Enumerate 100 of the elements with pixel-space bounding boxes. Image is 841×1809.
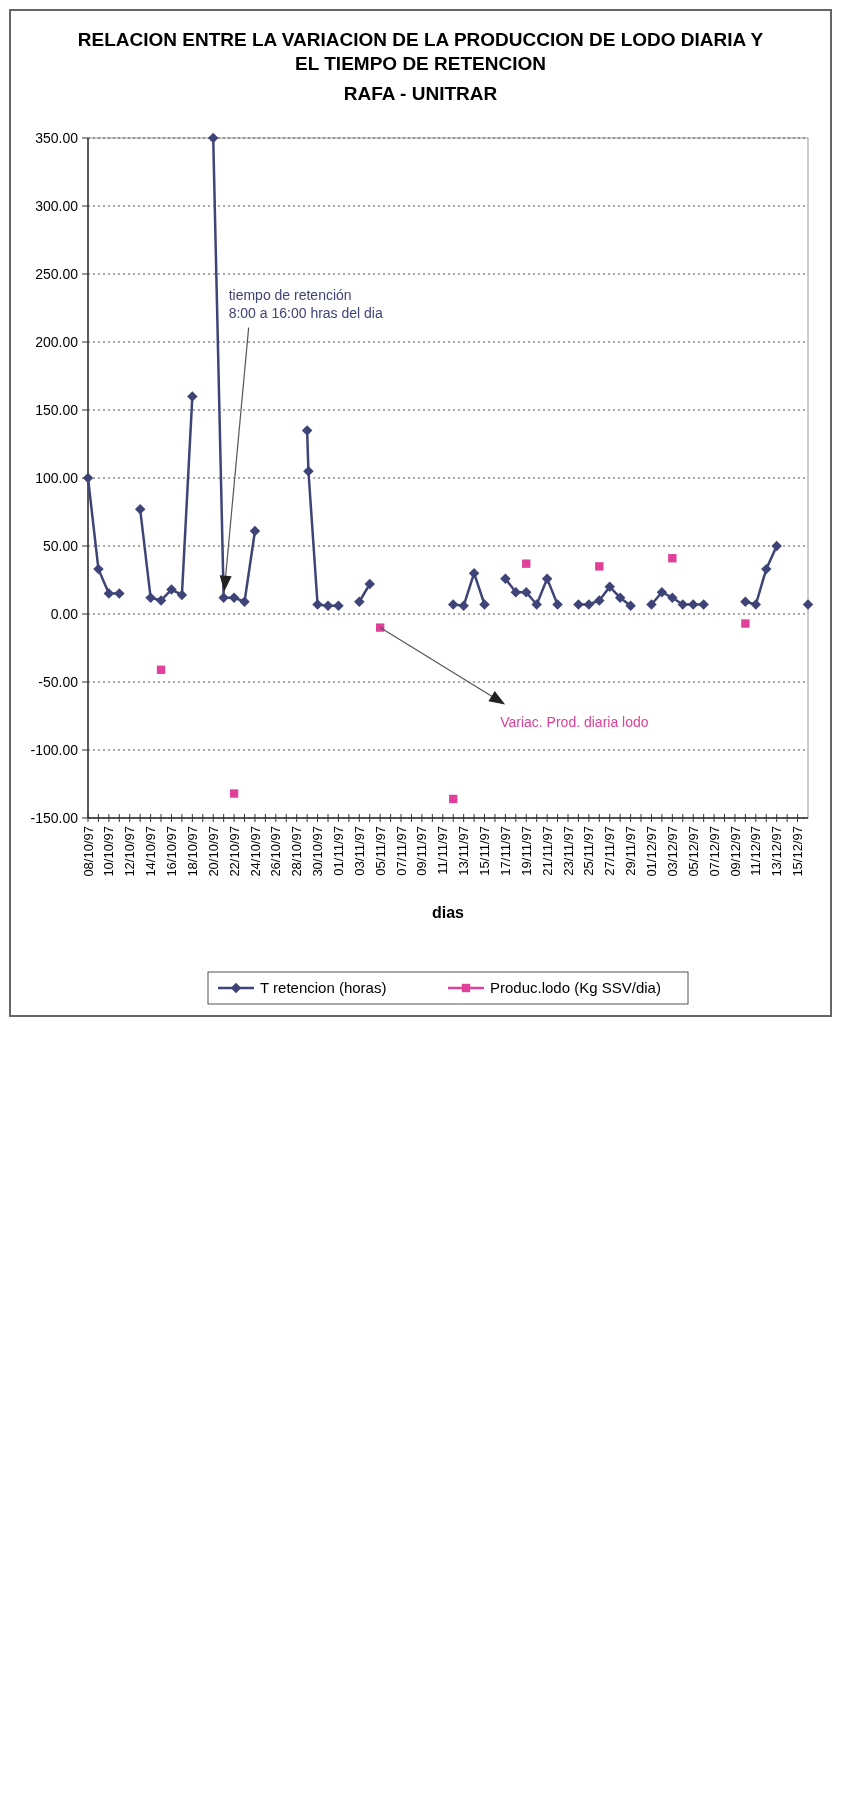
chart-title: RELACION ENTRE LA VARIACION DE LA PRODUCCION DE LODO DIARIA Y EL TIEMPO DE RETENCION (77, 29, 764, 74)
point (552, 599, 563, 610)
x-tick-label: 19/11/97 (518, 826, 534, 876)
point (303, 465, 314, 477)
x-tick-label: 10/10/97 (101, 826, 117, 877)
point (687, 599, 699, 610)
point (447, 599, 459, 610)
legend-label: T retencion (horas) (260, 979, 387, 997)
y-tick-label: 100.00 (35, 469, 79, 486)
x-tick-label: 20/10/97 (205, 826, 221, 877)
y-tick-label: 150.00 (35, 401, 79, 418)
point (155, 595, 167, 606)
point (312, 599, 323, 610)
x-tick-label: 15/11/97 (477, 826, 493, 876)
point (595, 562, 604, 571)
point (134, 504, 146, 515)
point (604, 581, 615, 593)
point (522, 559, 531, 568)
point (301, 425, 313, 436)
point (594, 595, 605, 606)
y-tick-label: 300.00 (35, 197, 79, 214)
x-tick-label: 08/10/97 (80, 826, 96, 877)
x-tick-label: 18/10/97 (184, 826, 200, 877)
x-tick-label: 22/10/97 (226, 826, 242, 877)
y-tick-label: 0.00 (50, 605, 79, 622)
y-tick-label: 50.00 (42, 537, 79, 554)
y-tick-label: 200.00 (35, 333, 79, 350)
x-tick-label: 05/12/97 (685, 826, 701, 877)
x-tick-label: 01/11/97 (330, 826, 346, 876)
point (103, 588, 115, 599)
point (771, 540, 782, 552)
point (521, 587, 532, 598)
point (93, 563, 104, 575)
point (750, 599, 762, 610)
point (218, 592, 229, 603)
x-tick-label: 21/11/97 (539, 826, 555, 876)
x-tick-label: 03/11/97 (351, 826, 367, 876)
point (364, 578, 375, 590)
point (583, 599, 595, 610)
x-tick-label: 27/11/97 (602, 826, 618, 876)
chart-subtitle: RAFA - UNITRAR (343, 83, 498, 104)
point (740, 596, 751, 607)
x-tick-label: 29/11/97 (623, 826, 639, 876)
x-tick-label: 24/10/97 (247, 826, 263, 877)
point (698, 599, 709, 610)
x-tick-label: 11/12/97 (748, 826, 764, 876)
point (573, 599, 584, 610)
x-tick-label: 03/12/97 (664, 826, 680, 877)
point (761, 563, 772, 575)
point (229, 789, 239, 798)
point (656, 587, 668, 598)
point (333, 600, 344, 612)
x-tick-label: 13/12/97 (769, 826, 785, 877)
point (207, 132, 219, 144)
point (668, 554, 677, 563)
annotation: tiempo de retención 8:00 a 16:00 hras del dia (228, 286, 383, 321)
point (322, 600, 334, 612)
point (802, 599, 814, 610)
point (458, 600, 469, 612)
point (187, 391, 198, 402)
y-tick-label: 350.00 (35, 129, 79, 146)
point (677, 599, 689, 610)
x-tick-label: 13/11/97 (456, 826, 472, 876)
point (614, 592, 626, 603)
point (449, 794, 458, 804)
point (166, 584, 177, 595)
x-tick-label: 17/11/97 (497, 826, 513, 876)
point (239, 596, 250, 607)
x-axis-title: dias (431, 904, 465, 921)
x-tick-label: 07/12/97 (706, 826, 722, 877)
point (176, 589, 188, 601)
point (228, 592, 240, 603)
point (531, 599, 542, 610)
x-tick-label: 16/10/97 (164, 826, 180, 877)
y-tick-label: -150.00 (30, 809, 79, 826)
x-tick-label: 14/10/97 (143, 826, 159, 877)
annotation: Variac. Prod. diaria lodo (500, 713, 649, 730)
point (667, 592, 678, 603)
point (468, 567, 480, 579)
x-tick-label: 23/11/97 (560, 826, 576, 876)
x-tick-label: 12/10/97 (122, 826, 138, 877)
point (625, 600, 636, 612)
x-tick-label: 09/11/97 (414, 826, 430, 876)
y-tick-label: 250.00 (35, 265, 79, 282)
point (82, 472, 94, 484)
y-tick-label: -100.00 (30, 741, 79, 758)
point (156, 665, 166, 674)
point (500, 573, 511, 584)
point (541, 573, 553, 584)
x-tick-label: 09/12/97 (727, 826, 743, 877)
point (479, 599, 490, 610)
x-tick-label: 28/10/97 (289, 826, 305, 877)
x-tick-label: 07/11/97 (393, 826, 409, 876)
point (145, 592, 156, 603)
x-tick-label: 26/10/97 (268, 826, 284, 877)
x-tick-label: 11/11/97 (435, 826, 451, 875)
point (249, 525, 261, 537)
point (354, 596, 365, 607)
y-tick-label: -50.00 (38, 673, 79, 690)
x-tick-label: 01/12/97 (644, 826, 660, 877)
